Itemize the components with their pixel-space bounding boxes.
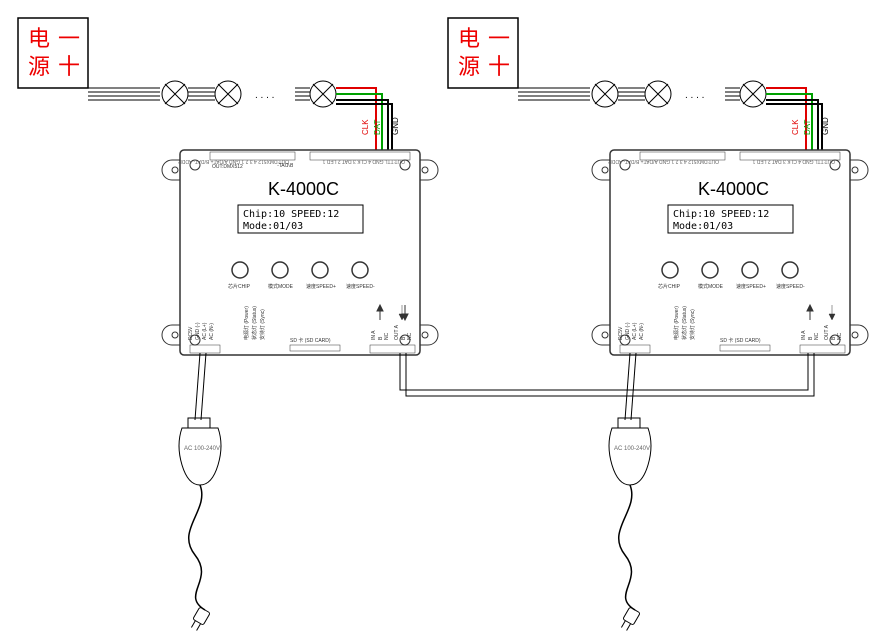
btn4-2: 速度SPEED-	[776, 283, 805, 290]
stat-led-2: 状态灯 (Status)	[681, 306, 688, 340]
svg-text:NC: NC	[814, 332, 820, 340]
dc5v-1: DC5V	[188, 326, 194, 340]
btn1-2: 芯片CHIP	[658, 283, 681, 290]
dat-label-2: DAT	[803, 119, 812, 135]
display-line2-1: Mode:01/03	[243, 221, 303, 232]
sd-1: SD 卡 (SD CARD)	[290, 337, 331, 344]
power-minus-1: 一	[58, 26, 80, 51]
svg-text:NC: NC	[384, 332, 390, 340]
svg-text:NC: NC	[407, 332, 413, 340]
gnd-label-1: GND	[391, 117, 400, 135]
link-cable	[400, 353, 814, 396]
power-label-1b: 源	[28, 54, 50, 79]
gnd-term-2: GND (-)	[625, 322, 631, 340]
gnd-term-1: GND (-)	[195, 322, 201, 340]
ac1-2: AC (L+)	[632, 322, 638, 340]
led-1-3	[310, 81, 336, 107]
btn3-1: 速度SPEED+	[306, 283, 336, 290]
svg-text:OUT A: OUT A	[824, 324, 830, 340]
led-1-2	[215, 81, 241, 107]
svg-text:OUT:DMX512 4 3 2 1 GND A/DAT: OUT:DMX512 4 3 2 1 GND A/DAT+ B/DAT- ADD…	[608, 158, 719, 164]
display-line1-1: Chip:10 SPEED:12	[243, 209, 339, 220]
power-label-1a: 电	[28, 26, 50, 51]
power-adapter-1: AC 100-240V	[179, 353, 221, 632]
power-plus-2: 十	[488, 54, 510, 79]
unit-2: 电 源 一 十 . . . . CLK DAT GND	[448, 18, 868, 632]
svg-text:IN A: IN A	[801, 330, 807, 340]
btn1-1: 芯片CHIP	[228, 283, 251, 290]
power-minus-2: 一	[488, 26, 510, 51]
pwr-led-1: 电源灯 (Power)	[243, 306, 250, 340]
svg-text:OUT:TTL GND 4 CLK 3 DAT 2: OUT:TTL GND 4 CLK 3 DAT 2 LED 1	[322, 158, 405, 164]
pwr-led-2: 电源灯 (Power)	[673, 306, 680, 340]
power-box-1: 电 源 一 十	[18, 18, 88, 88]
unit-1: 电 源 一 十 . . . .	[18, 18, 438, 632]
power-label-2b: 源	[458, 54, 480, 79]
stat-led-1: 状态灯 (Status)	[251, 306, 258, 340]
svg-text:OUT:TTL GND 4 CLK 3 DAT 2: OUT:TTL GND 4 CLK 3 DAT 2 LED 1	[752, 158, 835, 164]
adapter-label-2: AC 100-240V	[614, 446, 650, 452]
svg-text:OUT:DMX512 4 3 2 1 GND A/DAT: OUT:DMX512 4 3 2 1 GND A/DAT+ B/DAT- ADD…	[178, 158, 289, 164]
btn2-1: 模式MODE	[268, 283, 294, 290]
ac2-1: AC (N-)	[209, 323, 215, 340]
power-label-2a: 电	[458, 26, 480, 51]
power-adapter-2: AC 100-240V	[609, 353, 651, 632]
clk-label-2: CLK	[791, 119, 800, 135]
svg-text:NC: NC	[837, 332, 843, 340]
clk-label-1: CLK	[361, 119, 370, 135]
btn3-2: 速度SPEED+	[736, 283, 766, 290]
wiring-diagram: 电 源 一 十 . . . .	[0, 0, 894, 644]
led-wires-1	[88, 88, 160, 100]
gnd-label-2: GND	[821, 117, 830, 135]
sync-led-1: 安待灯 (Sync)	[259, 309, 266, 340]
svg-text:OUT A: OUT A	[394, 324, 400, 340]
dat-label-1: DAT	[373, 119, 382, 135]
ac1-1: AC (L+)	[202, 322, 208, 340]
ellipsis-2: . . . .	[685, 90, 704, 101]
led-1-1	[162, 81, 188, 107]
buttons-1: 芯片CHIP 模式MODE 速度SPEED+ 速度SPEED-	[228, 262, 375, 290]
adapter-label-1: AC 100-240V	[184, 446, 220, 452]
ac2-2: AC (N-)	[639, 323, 645, 340]
sync-led-2: 安待灯 (Sync)	[689, 309, 696, 340]
model-1: K-4000C	[268, 179, 339, 199]
btn4-1: 速度SPEED-	[346, 283, 375, 290]
ellipsis-1: . . . .	[255, 90, 274, 101]
btn2-2: 模式MODE	[698, 283, 724, 290]
power-box-2: 电 源 一 十	[448, 18, 518, 88]
display-line2-2: Mode:01/03	[673, 221, 733, 232]
svg-text:IN A: IN A	[371, 330, 377, 340]
controller-1: OUT:DMX512 B/DAT- OUT:DMX512 4 3 2 1 GND…	[162, 150, 438, 355]
power-plus-1: 十	[58, 54, 80, 79]
signal-wires-1	[336, 88, 392, 150]
dc5v-2: DC5V	[618, 326, 624, 340]
display-line1-2: Chip:10 SPEED:12	[673, 209, 769, 220]
sd-2: SD 卡 (SD CARD)	[720, 337, 761, 344]
controller-2: OUT:DMX512 4 3 2 1 GND A/DAT+ B/DAT- ADD…	[592, 150, 868, 355]
model-2: K-4000C	[698, 179, 769, 199]
